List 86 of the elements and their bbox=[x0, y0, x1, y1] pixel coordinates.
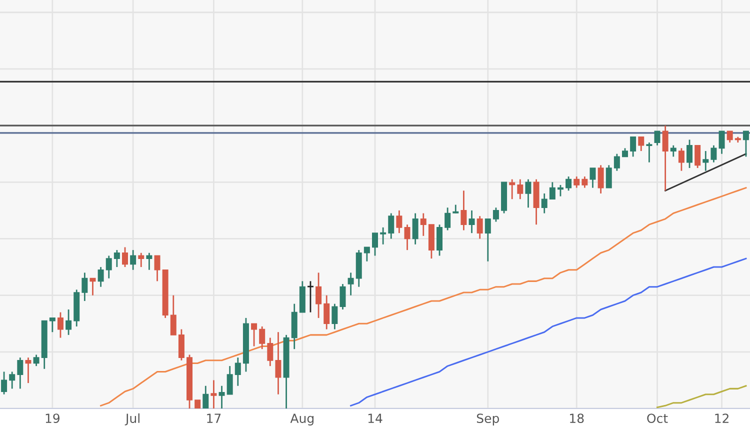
candlestick bbox=[17, 356, 24, 390]
candlestick bbox=[590, 167, 596, 188]
candlestick bbox=[364, 246, 370, 262]
candlestick bbox=[646, 142, 652, 164]
candlestick bbox=[549, 181, 556, 200]
candlestick bbox=[484, 218, 491, 262]
candlestick bbox=[210, 380, 217, 408]
candlestick bbox=[340, 283, 346, 310]
candlestick bbox=[678, 147, 684, 172]
candlestick bbox=[468, 210, 475, 234]
candlestick bbox=[154, 255, 160, 282]
candlestick bbox=[654, 130, 660, 146]
candlestick bbox=[460, 190, 467, 231]
candlestick bbox=[582, 176, 588, 188]
candlestick bbox=[614, 153, 620, 172]
candlestick bbox=[606, 164, 612, 188]
candlestick bbox=[9, 371, 16, 390]
candlestick bbox=[1, 371, 8, 396]
candlestick bbox=[517, 178, 524, 200]
x-tick-label: Sep bbox=[476, 414, 499, 426]
candlestick bbox=[566, 176, 572, 192]
candlestick bbox=[638, 136, 644, 152]
candlestick bbox=[404, 224, 410, 251]
candlestick bbox=[170, 294, 176, 336]
candlestick bbox=[332, 303, 338, 330]
candlestick bbox=[388, 212, 394, 240]
candlestick bbox=[702, 150, 709, 172]
x-tick-label: Aug bbox=[290, 414, 314, 426]
candlestick bbox=[574, 176, 580, 188]
candlestick bbox=[259, 326, 266, 350]
candlestick bbox=[307, 280, 314, 313]
candlestick bbox=[396, 210, 402, 234]
candlestick bbox=[82, 272, 88, 302]
candlestick bbox=[412, 212, 418, 246]
candlestick bbox=[324, 294, 330, 330]
candlestick bbox=[525, 178, 532, 208]
candlestick bbox=[218, 385, 225, 408]
candlestick bbox=[114, 249, 120, 268]
candlestick bbox=[726, 130, 733, 144]
candlestick bbox=[267, 337, 274, 367]
candlestick bbox=[420, 212, 426, 237]
candlestick bbox=[146, 252, 152, 271]
candlestick bbox=[90, 278, 96, 296]
candlestick bbox=[138, 252, 144, 268]
candlestick bbox=[251, 322, 258, 347]
x-tick-label: 19 bbox=[46, 414, 60, 424]
candlestick bbox=[710, 144, 717, 164]
candlestick bbox=[226, 365, 233, 396]
candlestick bbox=[662, 124, 668, 192]
candlestick bbox=[557, 184, 564, 197]
candlestick bbox=[33, 354, 40, 367]
x-tick-label: 17 bbox=[207, 414, 221, 423]
candlestick bbox=[49, 317, 56, 333]
candlestick bbox=[130, 249, 136, 271]
candlestick bbox=[275, 331, 282, 396]
candlestick bbox=[66, 308, 72, 336]
x-tick-label: Jul bbox=[124, 413, 140, 426]
candlestick bbox=[694, 144, 701, 169]
candlestick bbox=[25, 356, 32, 384]
candlestick bbox=[541, 192, 548, 214]
candlestick bbox=[718, 130, 725, 155]
x-tick-label: 14 bbox=[368, 414, 382, 423]
candlestick bbox=[444, 206, 451, 231]
candlestick bbox=[122, 246, 128, 268]
candlestick bbox=[316, 272, 322, 319]
candlestick bbox=[742, 130, 749, 158]
candlestick bbox=[670, 144, 676, 158]
candlestick bbox=[509, 178, 516, 200]
candlestick bbox=[178, 328, 184, 362]
candlestick bbox=[106, 255, 112, 280]
candlestick bbox=[234, 356, 241, 387]
candlestick bbox=[98, 266, 104, 288]
candlestick bbox=[380, 226, 386, 246]
x-tick-label: 18 bbox=[570, 414, 584, 424]
candlestick bbox=[476, 215, 483, 240]
candlestick bbox=[436, 224, 443, 256]
candlestick bbox=[202, 385, 209, 408]
candlestick bbox=[598, 164, 604, 194]
candlestick bbox=[348, 272, 354, 296]
candlestick bbox=[630, 136, 636, 158]
candlestick bbox=[686, 139, 693, 169]
x-tick-label: 12 bbox=[715, 414, 728, 423]
candlestick bbox=[372, 232, 378, 256]
candlestick bbox=[57, 312, 64, 338]
x-tick-label: Oct bbox=[647, 414, 668, 424]
candlestick bbox=[492, 206, 499, 222]
